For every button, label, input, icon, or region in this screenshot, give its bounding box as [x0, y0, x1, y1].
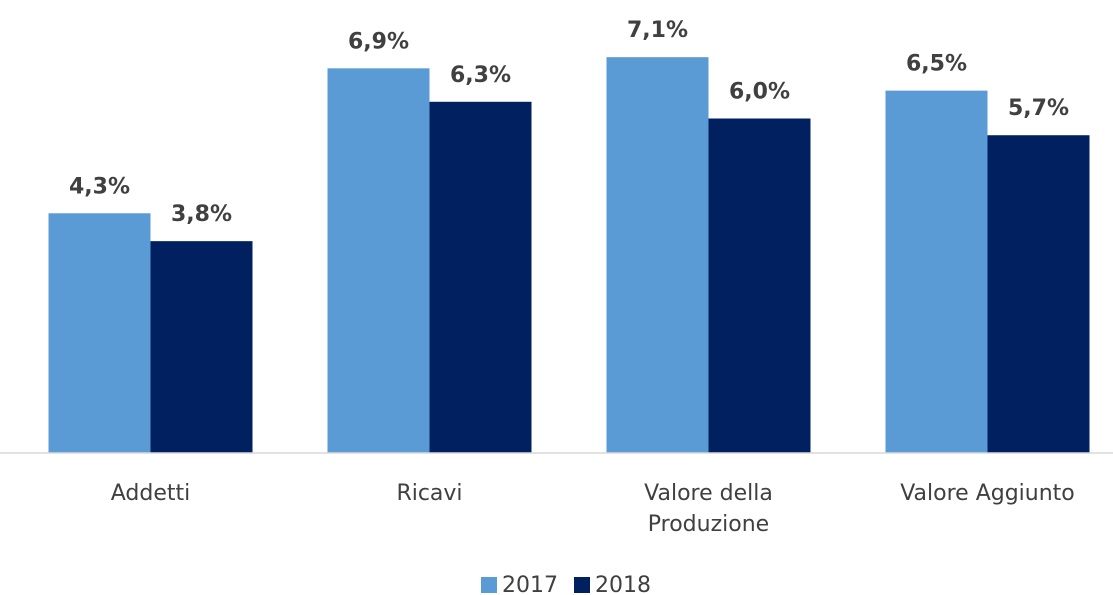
bar [987, 135, 1090, 453]
bar [708, 118, 811, 453]
bar [327, 68, 430, 453]
legend-swatch [574, 577, 590, 593]
legend-label: 2017 [502, 573, 558, 595]
x-tick-label: Valore della Produzione [644, 481, 773, 537]
x-tick-label: Valore Aggiunto [900, 481, 1075, 506]
data-label: 5,7% [1008, 96, 1069, 121]
data-label: 6,3% [450, 63, 511, 88]
bar [429, 101, 532, 454]
bar [48, 213, 151, 453]
x-tick-label: Addetti [110, 481, 191, 506]
bar [150, 241, 253, 453]
legend-label: 2018 [595, 573, 651, 595]
data-label: 7,1% [627, 18, 688, 43]
data-label: 6,0% [729, 80, 790, 105]
data-label: 3,8% [171, 202, 232, 227]
data-label: 6,9% [348, 29, 409, 54]
x-tick-label: Ricavi [396, 481, 463, 506]
data-label: 4,3% [69, 174, 130, 199]
bar [885, 90, 988, 453]
legend-swatch [481, 577, 497, 593]
data-label: 6,5% [906, 52, 967, 77]
bar [606, 57, 709, 454]
